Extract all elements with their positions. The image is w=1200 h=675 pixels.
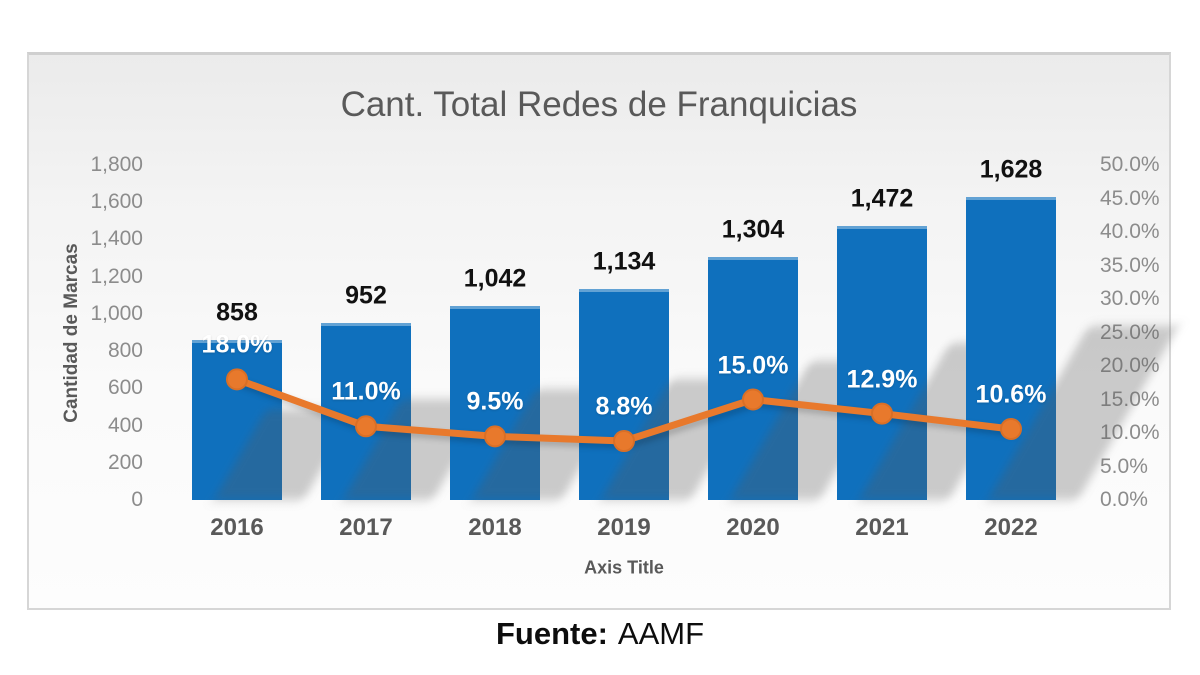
pct-label: 15.0% — [717, 351, 789, 379]
x-tick-2016: 2016 — [210, 514, 264, 541]
plot-area: 1,800 1,600 1,400 1,200 1,000 800 600 400 200 0 50… — [29, 55, 1169, 608]
bar-value-label: 1,628 — [979, 155, 1043, 184]
chart-title: Cant. Total Redes de Franquicias — [340, 85, 858, 124]
bar-2021 — [837, 226, 927, 500]
right-y-tick: 45.0% — [1100, 186, 1160, 210]
bar-2017 — [321, 322, 411, 500]
right-y-tick: 5.0% — [1100, 454, 1148, 478]
bar-value-label: 1,042 — [463, 264, 527, 293]
chart-canvas: Cant. Total Redes de Franquicias 1,800 1,… — [27, 52, 1171, 610]
left-y-tick: 1,200 — [90, 264, 143, 288]
bar-value-label: 858 — [216, 298, 258, 327]
left-y-tick: 800 — [107, 339, 143, 363]
right-y-tick: 30.0% — [1100, 287, 1160, 310]
left-y-tick: 1,800 — [90, 153, 143, 176]
bar-2022 — [966, 197, 1056, 500]
pct-label: 11.0% — [331, 377, 401, 406]
source-caption: Fuente: AAMF — [0, 616, 1200, 658]
right-y-tick: 50.0% — [1100, 153, 1160, 176]
bar-value-label: 952 — [345, 281, 387, 310]
pct-label: 18.0% — [201, 330, 273, 359]
left-axis-title: Cantidad de Marcas — [61, 243, 82, 423]
left-y-tick: 400 — [107, 413, 143, 437]
right-y-tick: 40.0% — [1100, 220, 1160, 243]
bar-2016 — [192, 340, 282, 500]
source-value: AAMF — [617, 616, 705, 651]
left-y-tick: 1,600 — [90, 190, 143, 214]
x-tick-2018: 2018 — [468, 514, 522, 541]
right-y-tick: 35.0% — [1100, 253, 1160, 277]
bar-value-label: 1,304 — [721, 215, 785, 244]
bar-value-label: 1,134 — [592, 247, 656, 276]
x-tick-2019: 2019 — [597, 514, 651, 541]
x-tick-2020: 2020 — [726, 514, 780, 541]
x-tick-2022: 2022 — [984, 514, 1038, 541]
pct-label: 8.8% — [595, 392, 653, 421]
pct-label: 12.9% — [846, 365, 918, 394]
left-y-tick: 1,000 — [90, 301, 143, 325]
x-tick-2017: 2017 — [339, 514, 393, 541]
x-tick-2021: 2021 — [855, 514, 909, 541]
pct-label: 9.5% — [466, 387, 524, 416]
left-y-tick: 0 — [131, 488, 143, 511]
left-y-tick: 1,400 — [90, 227, 143, 251]
bar-value-label: 1,472 — [850, 184, 914, 213]
right-y-tick: 0.0% — [1100, 488, 1148, 511]
x-axis-title: Axis Title — [584, 557, 664, 578]
pct-label: 10.6% — [975, 380, 1047, 409]
left-y-tick: 200 — [107, 450, 143, 474]
source-label: Fuente: — [495, 616, 608, 651]
left-y-tick: 600 — [107, 376, 143, 400]
